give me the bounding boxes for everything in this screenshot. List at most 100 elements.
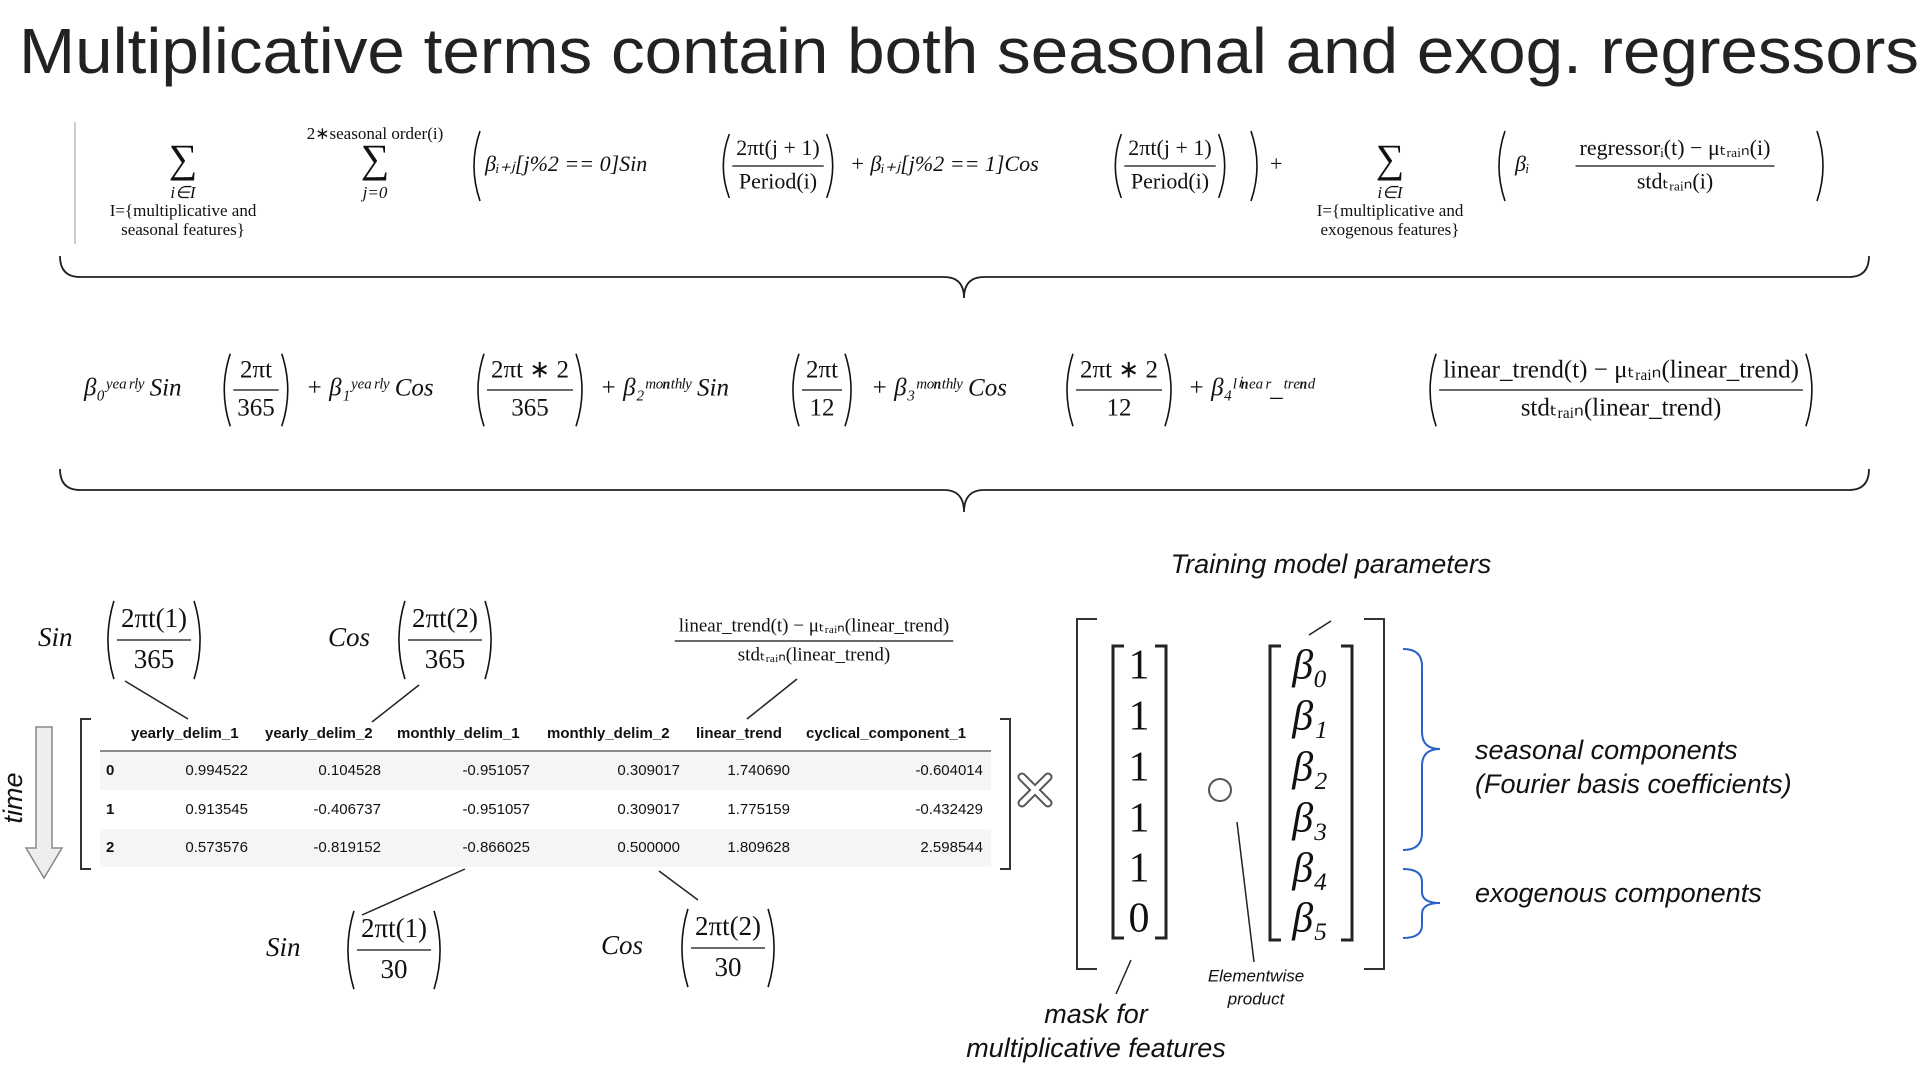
expanded-term: + β₃ᵐᵒⁿᵗʰˡʸ Cos — [871, 375, 1007, 402]
table-cell: -0.604014 — [915, 762, 983, 779]
expanded-term: + β₁ʸᵉᵃʳˡʸ Cos — [306, 375, 434, 402]
brace — [59, 468, 1870, 513]
sum-symbol: ∑ — [169, 136, 198, 181]
fraction-denominator: 12 — [1107, 395, 1132, 422]
connector — [658, 870, 699, 901]
table-cell: 0.104528 — [318, 762, 381, 779]
mask-label: mask for — [1044, 999, 1149, 1029]
table-cell: 0.573576 — [185, 839, 248, 856]
fraction-denominator: 12 — [810, 395, 835, 422]
parenthesis — [1498, 130, 1506, 202]
sum-lower: i∈I — [170, 183, 197, 202]
fraction-numerator: linear_trend(t) − μₜᵣₐᵢₙ(linear_trend) — [679, 616, 949, 637]
beta-symbol: β₁ — [1291, 694, 1328, 740]
table-cell: 1.809628 — [727, 839, 790, 856]
parenthesis — [792, 353, 800, 427]
mask-label: multiplicative features — [966, 1033, 1226, 1063]
fraction-numerator: 2πt ∗ 2 — [1080, 357, 1158, 384]
expanded-term: + β₂ᵐᵒⁿᵗʰˡʸ Sin — [600, 375, 729, 402]
table-cell: -0.866025 — [462, 839, 530, 856]
sum-set: I={multiplicative and — [110, 201, 257, 220]
beta-bracket — [1341, 644, 1354, 942]
parenthesis — [1816, 130, 1824, 202]
time-label: time — [0, 772, 28, 823]
mask-value: 1 — [1129, 846, 1150, 892]
brace — [59, 255, 1870, 299]
fraction-numerator: 2πt(j + 1) — [1128, 135, 1211, 160]
seasonal-label: (Fourier basis coefficients) — [1475, 769, 1792, 799]
expanded-term: β₀ʸᵉᵃʳˡʸ Sin — [83, 375, 182, 402]
seasonal-brace — [1402, 648, 1441, 851]
parenthesis — [1429, 353, 1437, 427]
parenthesis — [347, 910, 355, 990]
mask-value: 1 — [1129, 745, 1150, 791]
table-cell: 0.309017 — [617, 762, 680, 779]
connector — [361, 868, 466, 916]
table-cell: 0.994522 — [185, 762, 248, 779]
table-header: yearly_delim_2 — [265, 725, 373, 742]
fraction-denominator: Period(i) — [1131, 169, 1209, 194]
beta-symbol: β₅ — [1291, 896, 1328, 942]
sum-lower: j=0 — [361, 183, 388, 202]
mask-value: 1 — [1129, 796, 1150, 842]
parenthesis — [1217, 133, 1226, 199]
fraction-denominator: stdₜᵣₐᵢₙ(i) — [1637, 169, 1713, 194]
table-index: 0 — [106, 762, 114, 779]
sum-symbol: ∑ — [1376, 136, 1405, 181]
table-cell: -0.819152 — [313, 839, 381, 856]
connector — [1115, 959, 1132, 995]
mask-value: 0 — [1129, 896, 1150, 942]
parenthesis — [767, 908, 775, 988]
fraction-numerator: 2πt(1) — [361, 913, 427, 943]
parenthesis — [477, 353, 485, 427]
fraction-numerator: 2πt(1) — [121, 603, 187, 633]
connector — [124, 680, 189, 720]
elementwise-label: Elementwise — [1208, 966, 1304, 985]
parenthesis — [473, 130, 481, 202]
fraction-numerator: 2πt(2) — [412, 603, 478, 633]
parenthesis — [844, 353, 852, 427]
table-header: cyclical_component_1 — [806, 725, 966, 742]
mask-value: 1 — [1129, 643, 1150, 689]
formula-term: + βᵢ₊ⱼ[j%2 == 1]Cos — [850, 151, 1039, 176]
fraction-denominator: 365 — [511, 395, 549, 422]
table-header: monthly_delim_2 — [547, 725, 670, 742]
mask-value: 1 — [1129, 694, 1150, 740]
beta-symbol: β₂ — [1291, 745, 1328, 791]
parenthesis — [107, 600, 115, 680]
slide-title: Multiplicative terms contain both season… — [19, 15, 1919, 87]
sum-set: seasonal features} — [121, 220, 245, 239]
annotation-func: Sin — [38, 622, 73, 652]
table-header: monthly_delim_1 — [397, 725, 520, 742]
outer-bracket — [1364, 618, 1385, 970]
fraction-denominator: 30 — [715, 952, 742, 982]
exogenous-label: exogenous components — [1475, 878, 1762, 908]
mask-bracket — [1111, 644, 1124, 940]
fraction-denominator: stdₜᵣₐᵢₙ(linear_trend) — [738, 645, 890, 666]
table-cell: -0.951057 — [462, 762, 530, 779]
connector — [1308, 620, 1332, 636]
sum-set: I={multiplicative and — [1317, 201, 1464, 220]
connector — [746, 678, 798, 720]
table-row-stripe — [100, 829, 991, 867]
table-cell: -0.406737 — [313, 801, 381, 818]
parenthesis — [484, 600, 492, 680]
table-cell: -0.432429 — [915, 801, 983, 818]
table-cell: 1.740690 — [727, 762, 790, 779]
parenthesis — [1114, 133, 1123, 199]
table-cell: 0.309017 — [617, 801, 680, 818]
table-cell: -0.951057 — [462, 801, 530, 818]
table-cell: 2.598544 — [920, 839, 983, 856]
parenthesis — [825, 133, 834, 199]
parenthesis — [280, 353, 289, 427]
exogenous-brace — [1402, 868, 1441, 939]
annotation-func: Cos — [328, 622, 370, 652]
annotation-func: Cos — [601, 930, 643, 960]
elementwise-label: product — [1227, 989, 1286, 1008]
expanded-term: + β₄ˡⁱⁿᵉᵃʳ_ᵗʳᵉⁿᵈ — [1188, 375, 1316, 402]
formula-term: βᵢ — [1514, 151, 1529, 176]
connector — [1236, 821, 1255, 963]
table-index: 2 — [106, 839, 114, 856]
elementwise-symbol — [1208, 778, 1232, 802]
